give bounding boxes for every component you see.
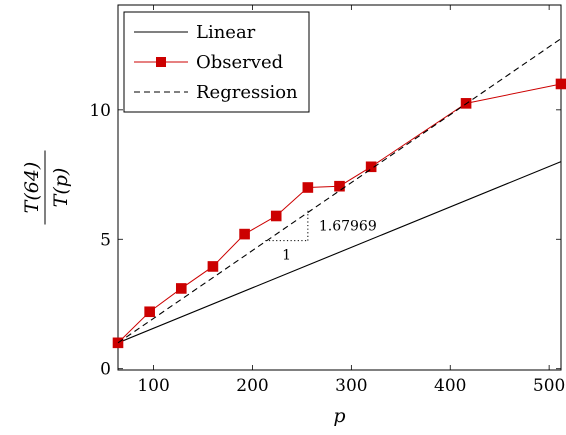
legend-marker-observed: [156, 57, 166, 67]
data-point-observed: [144, 306, 155, 318]
x-tick-label: 500: [533, 376, 565, 396]
x-tick-label: 300: [335, 376, 367, 396]
y-tick-label: 10: [89, 101, 111, 121]
data-point-observed: [270, 210, 282, 222]
series-line-observed: [117, 83, 562, 344]
y-axis-label-numerator: T(64): [21, 162, 43, 214]
x-axis-label: p: [333, 405, 345, 427]
y-axis-label: T(64) T(p): [21, 150, 72, 225]
data-point-observed: [555, 78, 566, 90]
data-point-observed: [334, 180, 345, 192]
x-tick-label: 200: [236, 376, 268, 396]
data-point-observed: [302, 182, 314, 193]
slope-run-label: 1: [282, 248, 291, 264]
x-tick-label: 400: [434, 376, 466, 396]
data-point-observed: [175, 283, 187, 294]
data-point-observed: [207, 261, 219, 272]
y-tick-label: 0: [100, 360, 111, 380]
legend-label-linear: Linear: [196, 22, 256, 43]
plot-frame: [117, 4, 562, 371]
data-point-observed: [365, 161, 377, 173]
slope-rise-label: 1.67969: [319, 219, 377, 235]
y-tick-label: 5: [100, 230, 111, 250]
series-line-linear: [117, 161, 562, 344]
legend-label-observed: Observed: [196, 52, 283, 73]
data-point-observed: [239, 228, 250, 240]
legend-label-regression: Regression: [196, 82, 298, 103]
x-tick-label: 100: [137, 376, 169, 396]
y-axis-label-denominator: T(p): [50, 168, 72, 208]
